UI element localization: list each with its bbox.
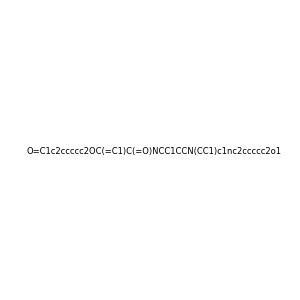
Text: O=C1c2ccccc2OC(=C1)C(=O)NCC1CCN(CC1)c1nc2ccccc2o1: O=C1c2ccccc2OC(=C1)C(=O)NCC1CCN(CC1)c1nc… [26,147,281,156]
